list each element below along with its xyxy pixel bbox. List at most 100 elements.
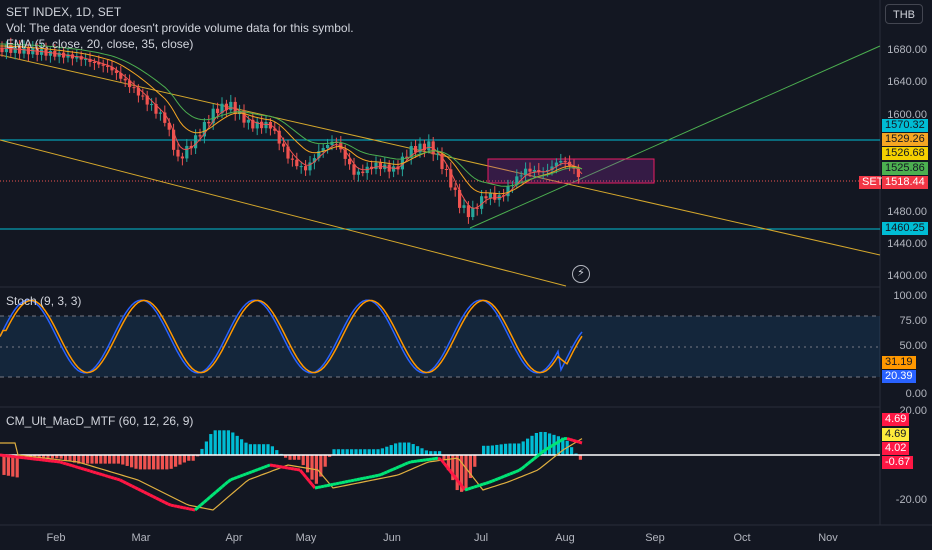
macd-line-segment — [371, 474, 376, 479]
candle-body — [282, 143, 286, 147]
stoch-legend[interactable]: Stoch (9, 3, 3) — [6, 294, 82, 308]
macd-line-segment — [518, 467, 523, 472]
macd-line-segment — [392, 466, 397, 471]
candle-body — [176, 149, 180, 157]
candle-body — [145, 95, 149, 105]
stoch-d-tag: 20.39 — [882, 370, 916, 383]
macd-histogram-bar — [332, 449, 336, 455]
candle-body — [462, 205, 466, 208]
macd-value-tag: 4.02 — [882, 442, 910, 455]
macd-histogram-bar — [248, 444, 252, 455]
candle-body — [66, 54, 70, 58]
macd-histogram-bar — [11, 455, 15, 477]
price-pane[interactable] — [0, 37, 881, 287]
macd-line-segment — [533, 455, 538, 460]
macd-histogram-bar — [191, 455, 195, 461]
macd-histogram-bar — [504, 443, 508, 455]
macd-line-segment — [65, 462, 70, 467]
macd-line-segment — [155, 496, 160, 501]
candle-body — [141, 95, 145, 97]
macd-pane[interactable] — [0, 430, 880, 512]
candle-body — [326, 144, 330, 149]
macd-line-segment — [401, 462, 406, 467]
candle-body — [528, 168, 532, 172]
candlestick-series[interactable] — [0, 37, 580, 224]
candle-body — [229, 101, 233, 111]
macd-histogram-bar — [543, 432, 547, 455]
candle-body — [409, 145, 413, 158]
ema-fast-line — [0, 47, 583, 209]
macd-line-segment — [521, 464, 526, 470]
lightning-icon[interactable]: ⚡ — [572, 265, 590, 283]
macd-line-segment — [125, 481, 130, 486]
macd-histogram-bar — [398, 442, 402, 455]
macd-legend[interactable]: CM_Ult_MacD_MTF (60, 12, 26, 9) — [6, 414, 194, 428]
candle-body — [466, 205, 470, 218]
candle-body — [427, 141, 431, 151]
stoch-pane[interactable] — [0, 299, 880, 378]
candle-body — [563, 160, 567, 162]
macd-histogram-bar — [235, 435, 239, 455]
macd-histogram-bar — [204, 441, 208, 455]
macd-line-segment — [310, 483, 317, 489]
candle-body — [167, 122, 171, 130]
ema-legend[interactable]: EMA (5, close, 20, close, 35, close) — [6, 37, 194, 51]
macd-line-segment — [569, 438, 574, 442]
macd-line-segment — [377, 473, 382, 477]
candle-body — [537, 170, 541, 173]
candle-body — [194, 135, 198, 149]
macd-histogram-bar — [253, 444, 257, 455]
macd-line-segment — [470, 485, 475, 490]
candle-body — [84, 58, 88, 60]
macd-line-segment — [460, 485, 467, 491]
macd-line-segment — [536, 452, 541, 458]
macd-histogram-bar — [152, 455, 156, 470]
trend-line-up[interactable] — [469, 45, 881, 229]
macd-line-segment — [398, 464, 403, 469]
stoch-tick: 0.00 — [905, 388, 927, 400]
macd-histogram-bar — [499, 444, 503, 455]
macd-line-segment — [338, 481, 343, 485]
macd-histogram-bar — [455, 455, 459, 491]
macd-line-segment — [122, 480, 127, 485]
macd-histogram-bar — [257, 444, 261, 455]
macd-histogram-bar — [182, 455, 186, 463]
macd-tick: -20.00 — [895, 494, 927, 506]
macd-line-segment — [503, 473, 508, 478]
candle-body — [348, 158, 352, 165]
currency-button[interactable]: THB — [885, 4, 923, 24]
macd-histogram-bar — [143, 455, 147, 470]
macd-line-segment — [494, 477, 499, 482]
symbol-title[interactable]: SET INDEX, 1D, SET — [6, 5, 122, 19]
candle-body — [88, 58, 92, 63]
channel-lower-line[interactable] — [0, 139, 567, 287]
candle-body — [519, 175, 523, 177]
macd-line-segment — [335, 481, 340, 486]
macd-histogram-bar — [363, 449, 367, 455]
macd-line-segment — [239, 473, 244, 478]
candle-body — [242, 110, 246, 123]
macd-line-segment — [500, 475, 505, 479]
candle-body — [238, 110, 242, 115]
macd-line-segment — [530, 457, 535, 463]
macd-line-segment — [284, 466, 289, 470]
macd-line-segment — [215, 488, 220, 494]
stoch-tick: 50.00 — [899, 340, 927, 352]
macd-histogram-bar — [297, 455, 301, 460]
candle-body — [48, 50, 52, 56]
macd-line-segment — [307, 479, 314, 486]
macd-line-segment — [442, 462, 449, 468]
resistance-price-tag: 1570.32 — [882, 119, 928, 132]
macd-histogram-bar — [389, 445, 393, 455]
macd-histogram-bar — [226, 430, 230, 455]
candle-body — [290, 158, 294, 160]
macd-line-segment — [107, 474, 112, 479]
macd-line-segment — [476, 483, 481, 488]
macd-histogram-bar — [328, 455, 332, 457]
candle-body — [150, 104, 154, 106]
macd-line-segment — [437, 456, 442, 461]
macd-histogram-bar — [306, 455, 310, 473]
candle-body — [484, 196, 488, 199]
macd-histogram-bar — [429, 451, 433, 455]
